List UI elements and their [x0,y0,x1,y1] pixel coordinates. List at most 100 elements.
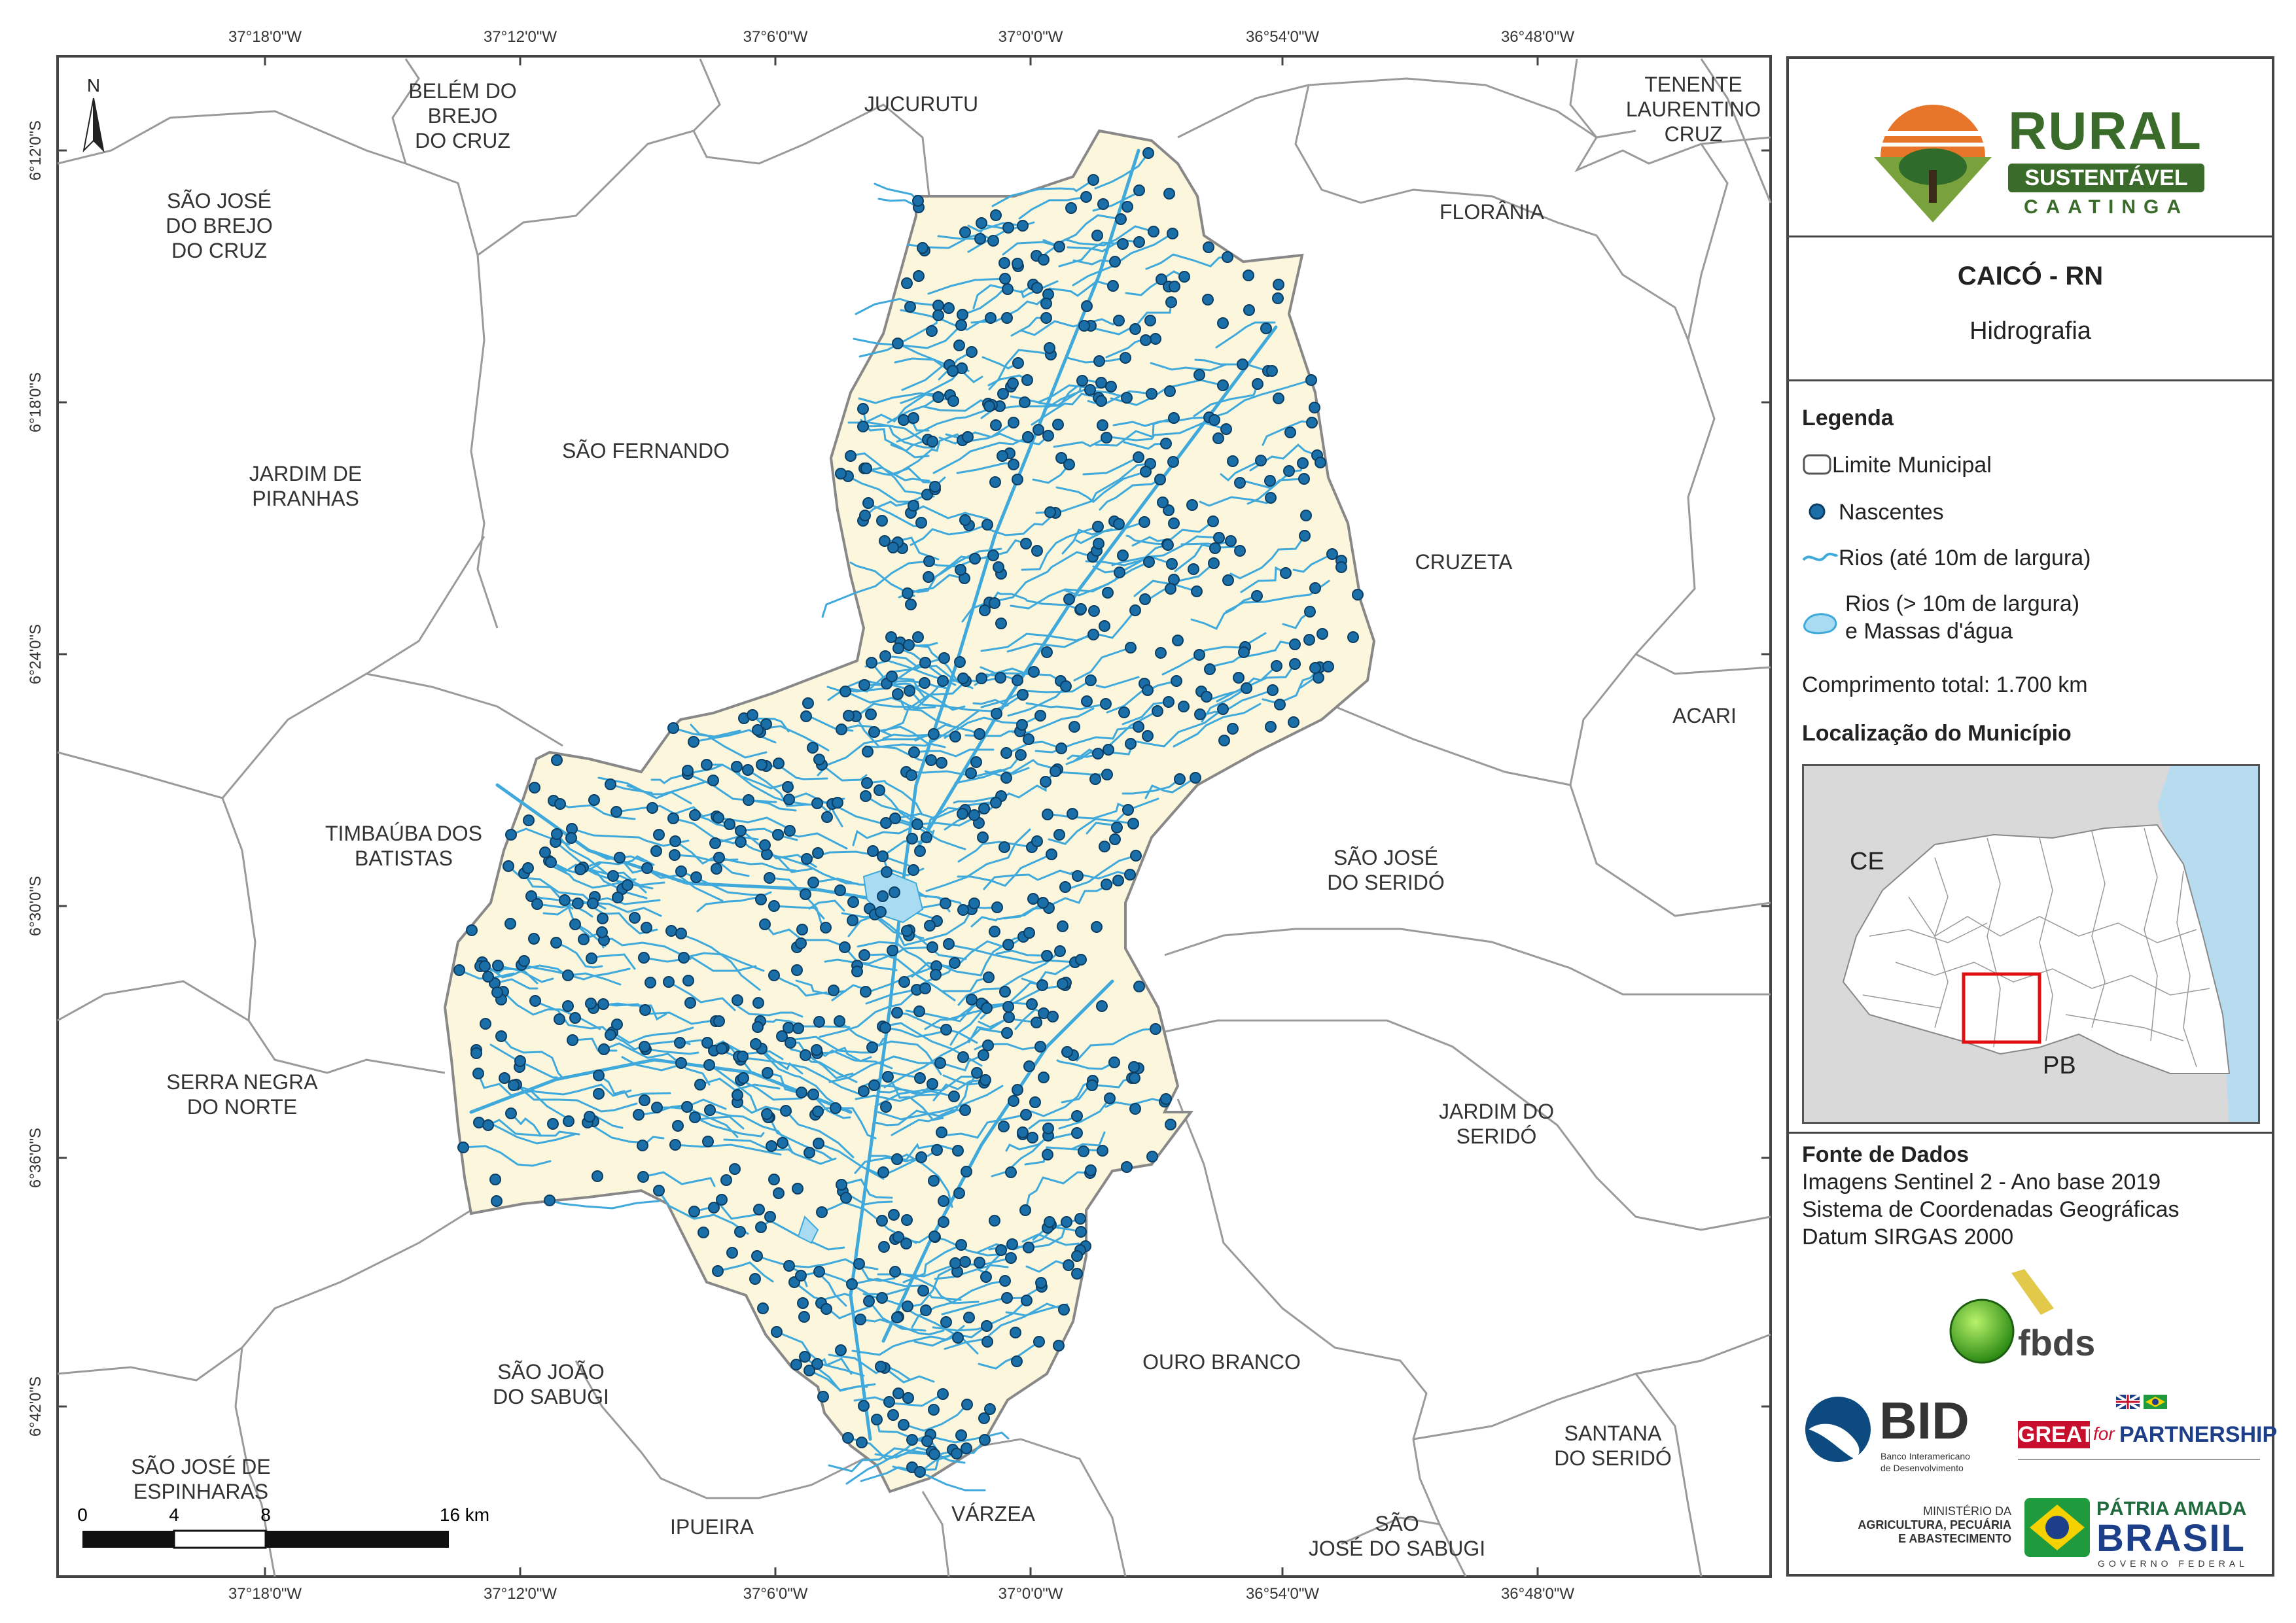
spring-point [645,977,656,988]
spring-point [952,1145,964,1157]
river-segment [1018,196,1087,220]
river-segment [1229,534,1306,580]
river-segment [954,754,1022,784]
spring-point [572,898,584,909]
spring-point [851,966,863,977]
spring-point [1133,981,1145,992]
river-segment [1030,1079,1094,1117]
spring-point [1252,378,1263,390]
spring-point [860,462,872,474]
spring-point [667,812,679,824]
spring-point [1050,765,1061,777]
spring-point [923,555,935,567]
river-segment [1104,1098,1166,1108]
spring-point [1172,635,1184,646]
river-segment [894,1235,1008,1257]
river-segment [1061,1077,1133,1104]
river-segment [1076,1028,1157,1062]
logo-sustentavel-text: SUSTENTÁVEL [2008,164,2204,192]
river-segment [1209,379,1313,419]
data-source: Fonte de Dados Imagens Sentinel 2 - Ano … [1802,1141,2179,1251]
legend-label-massas: e Massas d'água [1845,619,2013,644]
spring-point [853,1258,865,1270]
spring-point [991,901,1003,913]
river-segment [859,1318,945,1336]
legend-heading: Legenda [1802,406,1894,430]
spring-point [492,960,504,971]
river-segment [994,551,1094,602]
spring-point [880,1101,892,1113]
spring-point [578,934,590,945]
spring-point [957,309,968,321]
spring-point [1000,772,1012,784]
river-segment [910,505,989,520]
spring-point [759,918,771,930]
spring-point [914,1072,926,1084]
municipality-label-sao-jose-espinharas: SÃO JOSÉ DE ESPINHARAS [131,1455,270,1503]
spring-point [1124,869,1136,881]
spring-point [1122,201,1133,213]
spring-point [545,856,557,868]
spring-point [878,1241,890,1253]
spring-point [914,845,926,857]
spring-point [1168,412,1180,424]
spring-point [1044,1216,1055,1228]
spring-point [1193,369,1205,381]
spring-point [1038,1072,1050,1083]
spring-point [518,955,530,967]
brasil-gov-logo: PÁTRIA AMADA BRASIL GOVERNO FEDERAL [2024,1498,2260,1569]
spring-point [892,338,904,349]
river-segment [1215,321,1276,349]
spring-point [1111,822,1123,833]
spring-point [1188,563,1199,575]
river-segment [1199,496,1268,507]
spring-point [959,514,971,526]
river-segment [873,1084,944,1121]
river-segment [555,941,603,969]
spring-point [1053,829,1065,841]
spring-point [749,1273,761,1285]
spring-point [1063,593,1075,605]
river-segment [1035,462,1152,514]
spring-point [1088,605,1100,617]
river-segment [672,817,759,845]
river-segment [1020,280,1059,299]
spring-point [751,1250,763,1262]
spring-point [908,864,919,876]
spring-point [1203,241,1214,253]
spring-point [547,1118,559,1130]
spring-point [885,631,897,643]
spring-point [665,925,677,937]
spring-point [914,1466,926,1478]
spring-point [879,1022,891,1034]
bid-sub-1: Banco Interamericano [1881,1451,1970,1461]
spring-point [707,775,719,786]
river-segment [621,1056,709,1072]
river-segment [739,1079,803,1101]
river-segment [1111,535,1220,567]
spring-point [703,1059,715,1071]
spring-point [811,1044,822,1056]
spring-point [780,1105,792,1117]
spring-point [915,517,927,529]
spring-point [731,761,743,773]
spring-point [783,794,795,805]
spring-point [1243,270,1254,281]
spring-point [1016,719,1028,731]
spring-point [900,1238,912,1249]
spring-point [1146,1151,1158,1162]
river-segment [718,856,797,872]
spring-point [866,1041,878,1053]
spring-point [936,757,947,769]
spring-point [1265,492,1277,504]
river-segment [650,763,724,784]
spring-point [1113,315,1125,326]
spring-point [887,542,899,553]
spring-point [491,1195,503,1207]
spring-point [1044,506,1056,518]
spring-point [834,1015,845,1027]
spring-point [768,1174,780,1185]
spring-point [1026,998,1038,1010]
spring-point [1167,456,1179,468]
spring-point [839,686,851,697]
